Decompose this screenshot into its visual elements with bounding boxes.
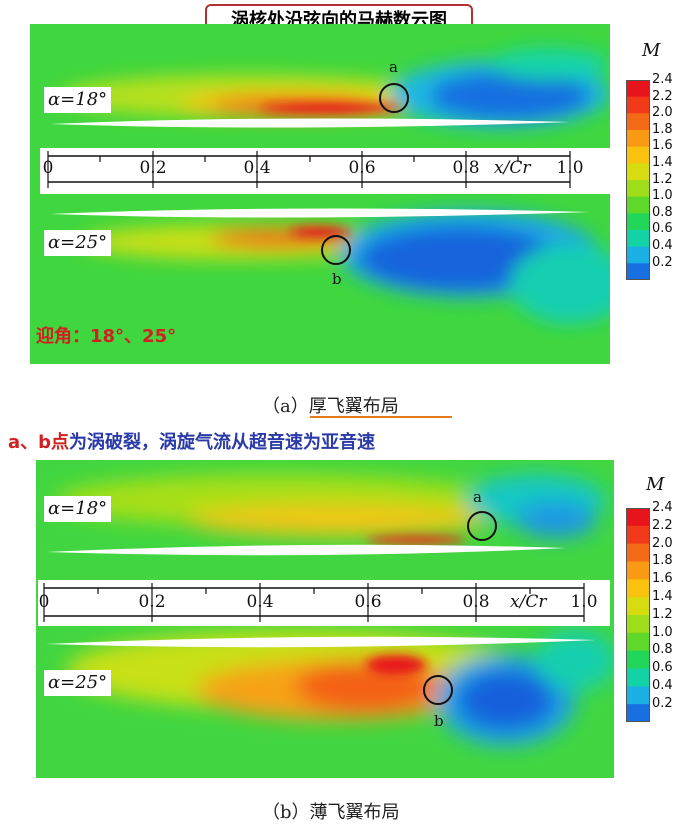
vortex-breakdown-note-points: a、b点 <box>8 432 70 453</box>
tick-label: 0.4 <box>243 158 271 178</box>
colorbar-swatch <box>626 561 650 580</box>
tick-label: 0.4 <box>246 592 274 612</box>
tick-label: 0.2 <box>139 158 167 178</box>
colorbar-swatch <box>626 508 650 527</box>
colorbar-swatch <box>626 130 650 148</box>
alpha-label-top: α=18° <box>44 87 112 113</box>
tick-label: 0.6 <box>354 592 382 612</box>
tick-label: 0.8 <box>462 592 490 612</box>
colorbar-tick-label: 0.8 <box>652 204 673 220</box>
colorbar-swatch <box>626 196 650 214</box>
vortex-breakdown-note-text: 为涡破裂，涡旋气流从超音速为亚音速 <box>69 432 376 453</box>
tick-label: 1.0 <box>556 158 584 178</box>
colorbar-tick-label: 1.8 <box>652 553 673 569</box>
tick-label: 1.0 <box>570 592 598 612</box>
colorbar-swatch <box>626 146 650 164</box>
axis-label: x/Cr <box>494 158 531 178</box>
colorbar-swatch <box>626 704 650 723</box>
vortex-breakdown-marker-b <box>321 235 351 265</box>
colorbar-tick-label: 0.6 <box>652 221 673 237</box>
colorbar-tick-label: 0.6 <box>652 660 673 676</box>
panel-a-contour <box>30 24 610 364</box>
marker-a-label: a <box>389 58 398 76</box>
angle-note: 迎角：18°、25° <box>36 326 177 347</box>
tick-label: 0.6 <box>348 158 376 178</box>
marker-b-label: b <box>434 712 444 730</box>
colorbar-tick-label: 0.8 <box>652 642 673 658</box>
caption-b: （b）薄飞翼布局 <box>262 802 400 823</box>
panel-b-axis-lines <box>43 583 585 622</box>
colorbar-tick-label: 1.2 <box>652 171 673 187</box>
colorbar-tick-label: 0.2 <box>652 695 673 711</box>
colorbar-swatch <box>626 632 650 652</box>
colorbar-tick-label: 2.4 <box>652 72 673 87</box>
colorbar-title: M <box>642 40 661 61</box>
colorbar-swatch <box>626 650 650 669</box>
colorbar-swatch <box>626 213 650 231</box>
tick-label: 0 <box>38 592 50 612</box>
colorbar-frame <box>626 508 650 722</box>
colorbar-swatch <box>626 615 650 634</box>
colorbar-swatch <box>626 246 650 264</box>
panel-a-field <box>30 24 610 364</box>
panel-b-axis: 0 0.2 0.4 0.6 0.8 1.0 x/Cr <box>38 580 610 626</box>
vortex-breakdown-marker-b <box>423 675 453 705</box>
colorbar-swatch <box>626 180 650 198</box>
tick-label: 0 <box>42 158 54 178</box>
vortex-breakdown-marker-a <box>467 511 497 541</box>
colorbar-tick-label: 0.4 <box>652 678 673 693</box>
colorbar-tick-label: 1.0 <box>652 188 673 204</box>
colorbar-swatch <box>626 668 650 687</box>
colorbar-tick-label: 2.0 <box>652 105 673 121</box>
tick-label: 0.8 <box>452 158 480 178</box>
colorbar-tick-label: 2.0 <box>652 535 673 551</box>
colorbar-b <box>626 508 650 723</box>
colorbar-tick-label: 1.2 <box>652 606 673 622</box>
colorbar-swatch <box>626 230 650 248</box>
panel-a-axis-lines <box>47 151 571 188</box>
colorbar-tick-label: 1.4 <box>652 155 673 170</box>
vortex-breakdown-note: a、b点为涡破裂，涡旋气流从超音速为亚音速 <box>8 428 375 454</box>
panel-a-axis: 0 0.2 0.4 0.6 0.8 1.0 x/Cr <box>40 148 610 194</box>
colorbar-swatch <box>626 80 650 98</box>
colorbar-swatch <box>626 597 650 616</box>
marker-b-label: b <box>332 270 342 288</box>
colorbar-tick-label: 1.6 <box>652 138 673 154</box>
colorbar-tick-label: 1.8 <box>652 121 673 137</box>
colorbar-tick-label: 1.6 <box>652 571 673 587</box>
colorbar-tick-label: 2.4 <box>652 500 673 515</box>
colorbar-swatch <box>626 525 650 545</box>
colorbar-title: M <box>646 474 665 495</box>
axis-label: x/Cr <box>510 592 547 612</box>
alpha-label-bottom: α=25° <box>44 230 112 256</box>
colorbar-tick-label: 2.2 <box>652 88 673 104</box>
colorbar-a <box>626 80 650 281</box>
tick-label: 0.2 <box>138 592 166 612</box>
caption-a-underline <box>310 416 452 418</box>
colorbar-swatch <box>626 686 650 705</box>
colorbar-swatch <box>626 113 650 131</box>
colorbar-a-swatches <box>626 80 650 281</box>
colorbar-swatch <box>626 543 650 562</box>
colorbar-frame <box>626 80 650 280</box>
colorbar-tick-label: 1.4 <box>652 589 673 604</box>
marker-a-label: a <box>473 488 482 506</box>
vortex-breakdown-marker-a <box>379 83 409 113</box>
caption-a: （a）厚飞翼布局 <box>262 396 399 417</box>
colorbar-swatch <box>626 263 650 281</box>
colorbar-swatch <box>626 579 650 598</box>
colorbar-b-swatches <box>626 508 650 723</box>
colorbar-tick-label: 1.0 <box>652 624 673 640</box>
colorbar-tick-label: 0.2 <box>652 254 673 270</box>
colorbar-tick-label: 0.4 <box>652 238 673 253</box>
alpha-label-top: α=18° <box>44 496 112 522</box>
colorbar-swatch <box>626 96 650 114</box>
colorbar-swatch <box>626 163 650 181</box>
colorbar-tick-label: 2.2 <box>652 517 673 533</box>
alpha-label-bottom: α=25° <box>44 670 112 696</box>
